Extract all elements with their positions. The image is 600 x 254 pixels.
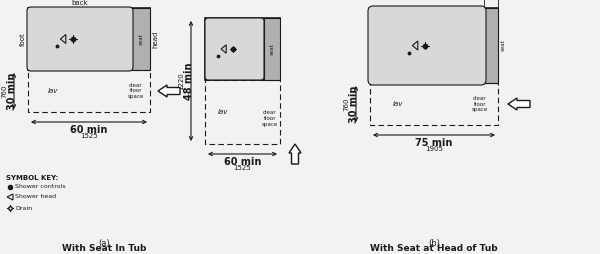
Bar (205, 80, 280, 144)
Bar (370, 83, 498, 125)
Text: (a): (a) (98, 239, 110, 248)
Bar (484, 8, 498, 83)
FancyArrow shape (158, 85, 180, 97)
Text: 760: 760 (343, 97, 349, 111)
Text: 1525: 1525 (80, 133, 98, 139)
Bar (370, 8, 498, 83)
Text: 30 min: 30 min (7, 72, 17, 110)
Text: foot: foot (20, 32, 26, 46)
Text: 1905: 1905 (425, 146, 443, 152)
Bar (205, 18, 280, 80)
Text: 48 min: 48 min (184, 62, 194, 100)
Text: 1525: 1525 (233, 165, 251, 171)
Text: (b): (b) (428, 239, 440, 248)
FancyBboxPatch shape (27, 7, 133, 71)
Bar (264, 18, 280, 80)
Text: 60 min: 60 min (224, 157, 261, 167)
Text: 30 min: 30 min (349, 85, 359, 123)
Text: 1220: 1220 (178, 72, 184, 90)
Text: With Seat at Head of Tub: With Seat at Head of Tub (370, 244, 498, 253)
Text: lav: lav (48, 88, 58, 94)
Text: With Seat In Tub: With Seat In Tub (62, 244, 146, 253)
FancyArrow shape (289, 144, 301, 164)
Text: 760: 760 (1, 84, 7, 98)
FancyBboxPatch shape (368, 6, 486, 85)
Bar (28, 70, 150, 112)
Text: seat: seat (269, 43, 275, 55)
Text: Shower head: Shower head (15, 195, 56, 199)
Text: Drain: Drain (15, 205, 32, 211)
Text: head: head (152, 30, 158, 48)
Bar (28, 8, 150, 70)
Text: lav: lav (218, 109, 228, 115)
Text: clear
floor
space: clear floor space (128, 83, 144, 99)
Bar (132, 8, 150, 70)
Text: clear
floor
space: clear floor space (262, 110, 278, 127)
Text: Shower controls: Shower controls (15, 184, 65, 189)
Text: back: back (71, 0, 88, 6)
Text: 60 min: 60 min (70, 125, 107, 135)
Text: 75 min: 75 min (415, 138, 452, 148)
Text: seat: seat (501, 40, 506, 52)
Text: clear
floor
space: clear floor space (472, 96, 488, 112)
FancyArrow shape (508, 98, 530, 110)
FancyBboxPatch shape (205, 18, 264, 80)
Text: seat: seat (139, 33, 143, 45)
Text: lav: lav (393, 101, 403, 107)
Text: SYMBOL KEY:: SYMBOL KEY: (6, 175, 58, 181)
